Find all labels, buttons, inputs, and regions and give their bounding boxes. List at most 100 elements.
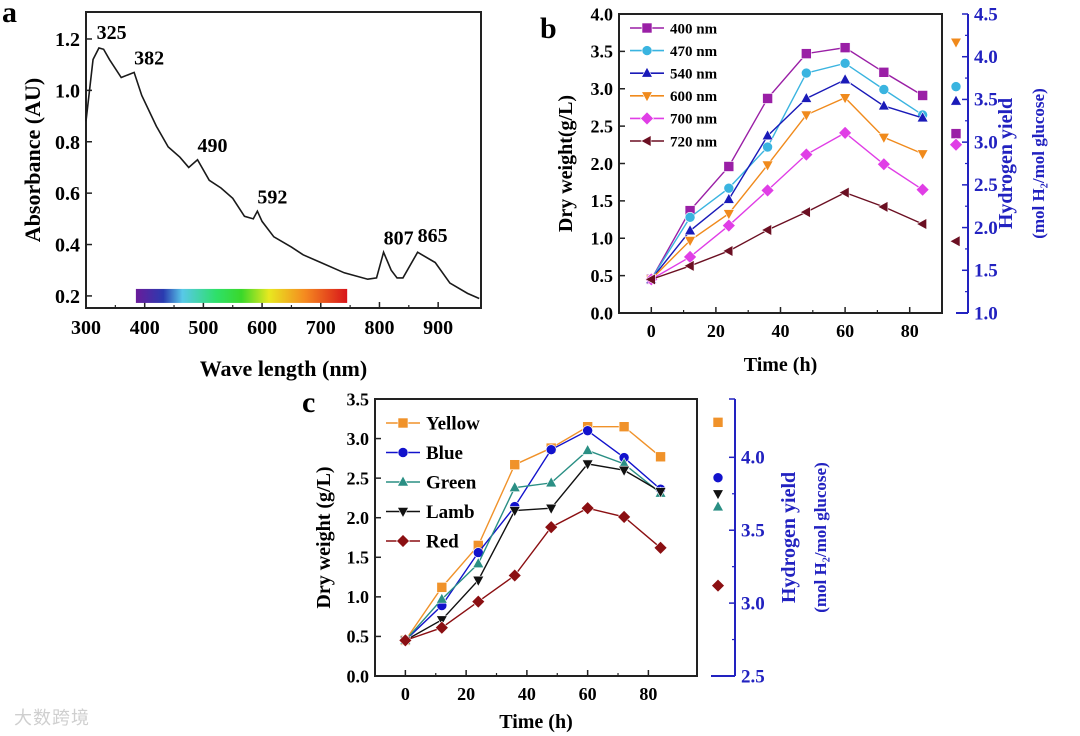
- data-point: [878, 67, 890, 78]
- x-tick-label: 600: [247, 317, 277, 339]
- hydrogen-yield-point: [712, 472, 724, 484]
- x-axis-title: Time (h): [744, 354, 818, 376]
- data-point: [508, 481, 521, 492]
- hydrogen-yield-point: [950, 81, 962, 92]
- spectrum-colorbar: [135, 288, 348, 303]
- y-tick-label: 2.0: [347, 508, 370, 528]
- data-point: [655, 451, 666, 463]
- hydrogen-yield-point: [950, 128, 962, 139]
- series-line: [650, 62, 924, 280]
- legend-label: 540 nm: [670, 66, 718, 82]
- data-point: [723, 161, 735, 172]
- data-point: [800, 110, 813, 122]
- y2-tick-label: 4.0: [974, 47, 998, 68]
- legend-label: 400 nm: [670, 21, 718, 37]
- data-point: [915, 182, 930, 197]
- data-point: [545, 444, 557, 455]
- legend-label: Blue: [426, 443, 463, 464]
- y2-tick-label: 3.0: [741, 593, 765, 614]
- data-point: [582, 425, 593, 436]
- data-point: [472, 575, 485, 587]
- data-point: [801, 48, 812, 59]
- peak-label: 865: [418, 225, 448, 247]
- legend-marker: [641, 45, 653, 56]
- x-tick-label: 900: [423, 317, 453, 339]
- data-point: [877, 99, 890, 111]
- x-tick-label: 40: [518, 684, 536, 704]
- y2-axis-title: Hydrogen yield: [995, 98, 1017, 229]
- data-point: [761, 160, 774, 172]
- y-tick-label: 1.5: [347, 548, 370, 568]
- x-tick-label: 700: [306, 317, 336, 339]
- x-tick-label: 60: [836, 321, 854, 341]
- hydrogen-yield-point: [711, 500, 725, 512]
- data-point: [722, 244, 734, 257]
- y2-tick-label: 3.5: [741, 521, 765, 542]
- y-axis-title: Absorbance (AU): [20, 78, 45, 242]
- data-point: [916, 149, 929, 161]
- legend-marker: [640, 91, 654, 103]
- data-point: [721, 218, 736, 233]
- data-point: [435, 592, 448, 604]
- data-point: [878, 84, 890, 95]
- panel-letter: b: [540, 12, 557, 45]
- y2-tick-label: 3.0: [974, 132, 998, 153]
- y-axis-title: Dry weight (g/L): [313, 466, 335, 608]
- hydrogen-yield-point: [711, 489, 725, 501]
- x-axis-title: Time (h): [499, 711, 573, 733]
- data-point: [434, 620, 449, 635]
- y-tick-label: 4.0: [591, 4, 614, 24]
- peak-label: 490: [198, 135, 228, 157]
- y2-tick-label: 3.5: [974, 90, 998, 111]
- data-point: [799, 206, 811, 219]
- hydrogen-yield-point: [712, 417, 724, 428]
- y2-tick-label: 4.5: [974, 4, 998, 25]
- data-point: [684, 236, 697, 248]
- y-tick-label: 0.5: [347, 627, 370, 647]
- y-tick-label: 0.0: [591, 303, 614, 323]
- x-tick-label: 0: [401, 684, 410, 704]
- data-point: [917, 90, 928, 101]
- series-line: [404, 449, 661, 641]
- y-tick-label: 3.5: [347, 389, 370, 409]
- data-point: [838, 125, 853, 140]
- series-line: [650, 46, 923, 280]
- y-axis-title: Dry weight(g/L): [555, 95, 577, 232]
- absorbance-line: [85, 47, 480, 300]
- data-point: [839, 73, 852, 85]
- series-720-nm: 720 nm: [630, 134, 961, 286]
- data-point: [436, 582, 448, 593]
- plot-frame: [85, 11, 482, 309]
- data-point: [618, 465, 631, 477]
- data-point: [509, 459, 521, 470]
- peak-label: 382: [134, 48, 164, 70]
- y-tick-label: 0.6: [55, 183, 80, 205]
- data-point: [762, 93, 773, 104]
- x-tick-label: 0: [647, 321, 656, 341]
- series-line: [404, 426, 661, 641]
- y-tick-label: 1.2: [55, 29, 80, 51]
- series-line: [650, 96, 923, 280]
- legend-marker: [640, 134, 652, 148]
- data-point: [722, 209, 735, 221]
- x-tick-label: 60: [579, 684, 597, 704]
- series-line: [651, 191, 923, 281]
- y-tick-label: 1.0: [55, 80, 80, 102]
- data-point: [472, 556, 485, 568]
- data-point: [654, 487, 667, 499]
- series-line: [404, 429, 662, 641]
- legend-label: 700 nm: [670, 112, 718, 128]
- series-line: [405, 507, 661, 642]
- y-tick-label: 0.4: [55, 235, 80, 257]
- y-tick-label: 3.0: [591, 79, 614, 99]
- data-point: [617, 509, 632, 524]
- panel-b: b 0 20 40 60 80 0.0 0.5 1.0 1.5 2.0 2.5 3.0 3.5 4.0 Tim…: [540, 4, 1048, 376]
- y-tick-label: 0.5: [591, 266, 614, 286]
- data-point: [545, 476, 558, 488]
- legend-marker: [396, 534, 410, 548]
- x-axis-title: Wave length (nm): [200, 356, 367, 381]
- legend-label: 600 nm: [670, 89, 718, 105]
- data-point: [723, 182, 735, 194]
- panel-letter: a: [2, 0, 17, 29]
- data-point: [644, 273, 656, 286]
